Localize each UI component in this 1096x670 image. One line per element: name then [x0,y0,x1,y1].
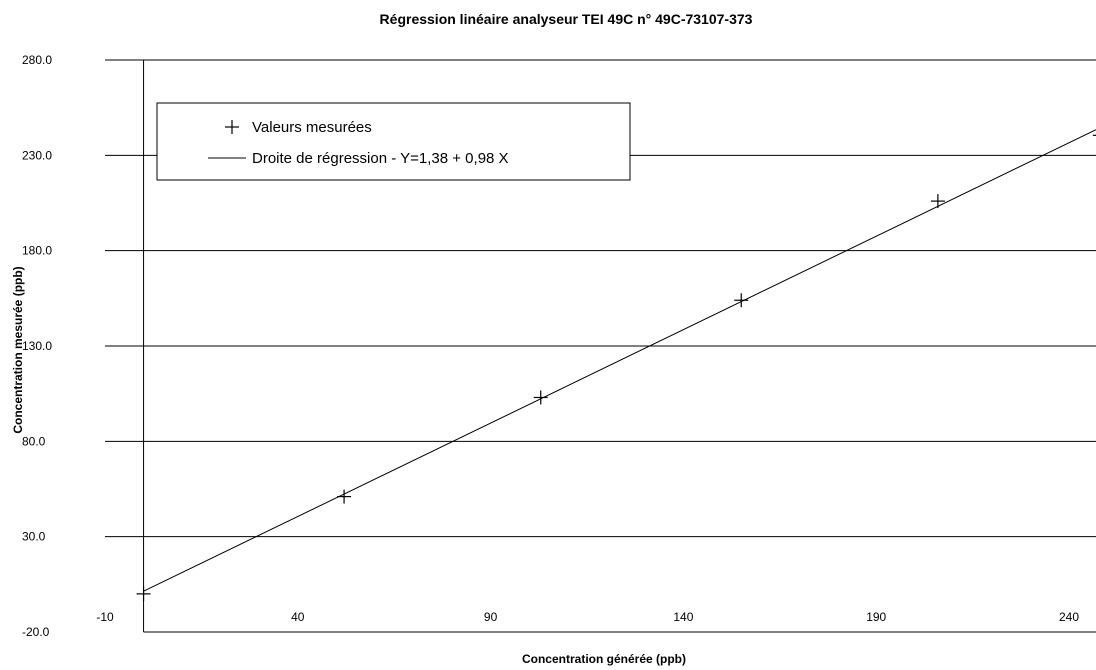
x-tick-label: 190 [866,610,886,624]
y-tick-label: 80.0 [22,434,46,448]
y-tick-label: 280.0 [22,53,52,67]
regression-line [143,129,1096,592]
y-tick-label: -20.0 [22,625,50,639]
legend: Valeurs mesurées Droite de régression - … [156,102,631,181]
x-tick-label: 40 [291,610,305,624]
y-tick-label: 230.0 [22,148,52,162]
axes [143,60,1096,633]
chart-title: Régression linéaire analyseur TEI 49C n°… [380,11,753,27]
y-tick-label: 30.0 [22,530,46,544]
data-point-plus [930,194,945,209]
data-point-plus [136,586,151,601]
x-tick-label: 240 [1059,610,1079,624]
data-point-plus [1092,134,1096,136]
measured-points-series [136,134,1096,601]
legend-plus-marker [225,120,239,134]
x-axis-label: Concentration générée (ppb) [522,652,686,666]
tick-labels: -20.0 30.0 80.0 130.0 180.0 230.0 280.0 -10 40 90… [22,53,1079,639]
x-tick-label: -10 [96,610,114,624]
legend-label-measured: Valeurs mesurées [252,119,372,136]
regression-series [143,129,1096,592]
y-axis-label: Concentration mesurée (ppb) [11,266,25,433]
x-tick-label: 140 [673,610,693,624]
x-tick-label: 90 [484,610,498,624]
data-point-plus [533,390,548,405]
legend-box [156,102,631,181]
data-point-plus [734,293,749,308]
legend-label-regression: Droite de régression - Y=1,38 + 0,98 X [252,150,509,167]
y-tick-label: 180.0 [22,244,52,258]
y-tick-label: 130.0 [22,339,52,353]
data-point-plus [337,489,352,504]
